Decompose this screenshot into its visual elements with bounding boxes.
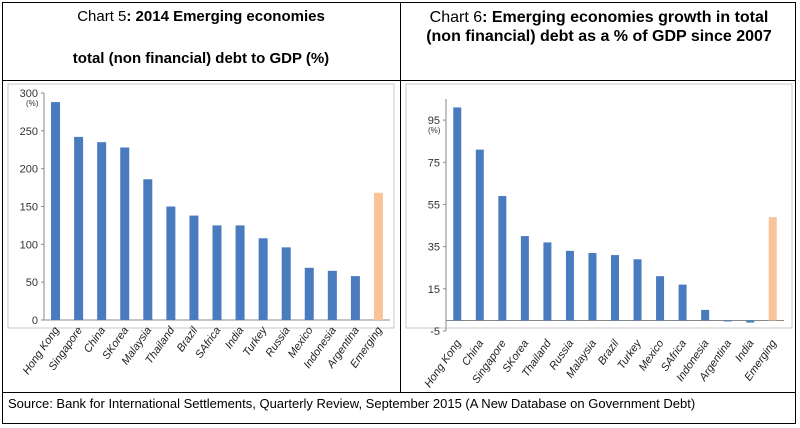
bar [327,270,337,320]
figure-frame [2,2,796,424]
bar [97,142,107,320]
y-tick-label: 15 [428,284,440,296]
y-tick-label: 0 [32,315,38,327]
source-divider [2,392,796,393]
y-unit-label: (%) [26,99,39,108]
bar [120,147,130,320]
bar [350,276,360,320]
plot-area [405,83,793,329]
bar [373,192,383,320]
y-tick-label: 200 [20,164,38,176]
bar [74,136,84,320]
y-tick-label: -5 [430,326,440,338]
chart6-title: Chart 6: Emerging economies growth in to… [426,9,772,45]
bar [212,225,222,320]
y-tick-label: 250 [20,126,38,138]
bar [281,247,291,320]
y-tick-label: 35 [428,242,440,254]
bar [189,215,199,320]
bar [258,238,268,320]
bar [520,236,529,321]
bar [543,242,552,321]
y-tick-label: 50 [26,277,38,289]
bar [51,102,61,320]
chart5-title-line1: Chart 5: 2014 Emerging economies [77,8,325,25]
bar [304,267,314,320]
title-divider [2,80,796,81]
y-tick-label: 75 [428,157,440,169]
bar [475,149,484,321]
panel-divider [400,2,401,392]
y-tick-label: 300 [20,88,38,100]
bar [588,252,597,321]
y-tick-label: 95 [428,115,440,127]
bar [611,255,619,321]
y-unit-label: (%) [428,126,441,135]
source-note: Source: Bank for International Settlemen… [8,396,696,411]
bar [565,250,574,321]
chart5-title-line2: total (non financial) debt to GDP (%) [72,50,330,67]
bar [678,284,687,321]
bar [143,179,153,320]
bar [746,320,755,323]
category-label: Hong Kong [422,337,464,390]
y-tick-label: 55 [428,199,440,211]
y-tick-label: 100 [20,239,38,251]
bar [723,320,732,322]
bar [453,107,462,321]
y-tick-label: 150 [20,202,38,214]
bar [656,276,665,321]
bar [166,206,176,320]
bar [768,217,777,321]
bar [633,259,642,321]
bar [701,309,710,321]
bar [498,196,507,321]
bar [235,225,245,320]
